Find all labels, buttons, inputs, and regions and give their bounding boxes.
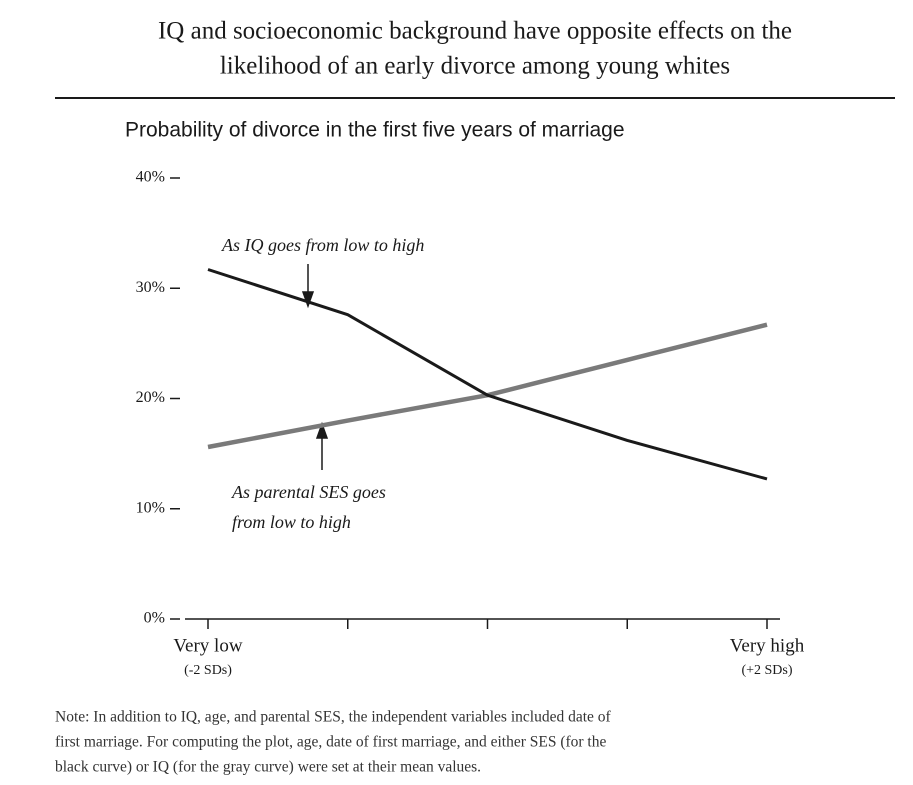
note: black curve) or IQ (for the gray curve) … xyxy=(55,759,481,776)
y-tick-label: 30% xyxy=(136,279,165,296)
annotation: As parental SES goes xyxy=(231,482,386,502)
arrows xyxy=(301,264,329,470)
annotation: As IQ goes from low to high xyxy=(221,235,424,255)
annotation: from low to high xyxy=(232,512,351,532)
series-line xyxy=(207,268,768,481)
x-tick-label: Very low xyxy=(173,635,242,656)
x-tick-sublabel: (-2 SDs) xyxy=(184,663,232,678)
chart-title: IQ and socioeconomic background have opp… xyxy=(158,18,792,45)
y-tick-label: 40% xyxy=(136,169,165,186)
x-tick-label: Very high xyxy=(730,635,805,656)
y-tick-label: 20% xyxy=(136,389,165,406)
note: first marriage. For computing the plot, … xyxy=(55,734,606,751)
x-tick-sublabel: (+2 SDs) xyxy=(741,663,792,678)
y-tick-label: 0% xyxy=(144,610,165,627)
chart-title: likelihood of an early divorce among you… xyxy=(220,53,730,80)
y-tick-label: 10% xyxy=(136,499,165,516)
note: Note: In addition to IQ, age, and parent… xyxy=(55,709,612,726)
series-line xyxy=(207,322,768,450)
subtitle: Probability of divorce in the first five… xyxy=(125,119,625,142)
